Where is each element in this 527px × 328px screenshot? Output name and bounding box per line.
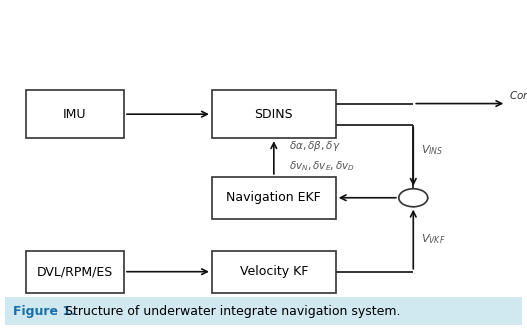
- FancyBboxPatch shape: [26, 90, 124, 138]
- Text: Navigation EKF: Navigation EKF: [227, 191, 321, 204]
- FancyBboxPatch shape: [5, 297, 522, 325]
- Text: $\delta\alpha, \delta\beta, \delta\gamma$: $\delta\alpha, \delta\beta, \delta\gamma…: [289, 139, 341, 153]
- Text: Corrected $P,V,A$: Corrected $P,V,A$: [509, 89, 527, 102]
- FancyBboxPatch shape: [212, 90, 336, 138]
- Text: $V_{VKF}$: $V_{VKF}$: [421, 232, 446, 246]
- Text: Structure of underwater integrate navigation system.: Structure of underwater integrate naviga…: [65, 305, 400, 318]
- Text: IMU: IMU: [63, 108, 87, 121]
- Text: DVL/RPM/ES: DVL/RPM/ES: [37, 265, 113, 278]
- Text: Figure 1.: Figure 1.: [13, 305, 76, 318]
- Text: $\delta v_N, \delta v_E, \delta v_D$: $\delta v_N, \delta v_E, \delta v_D$: [289, 159, 355, 173]
- Text: Velocity KF: Velocity KF: [240, 265, 308, 278]
- FancyBboxPatch shape: [212, 251, 336, 293]
- Circle shape: [399, 189, 428, 207]
- FancyBboxPatch shape: [212, 177, 336, 219]
- Text: SDINS: SDINS: [255, 108, 293, 121]
- Text: $V_{INS}$: $V_{INS}$: [421, 143, 443, 157]
- FancyBboxPatch shape: [26, 251, 124, 293]
